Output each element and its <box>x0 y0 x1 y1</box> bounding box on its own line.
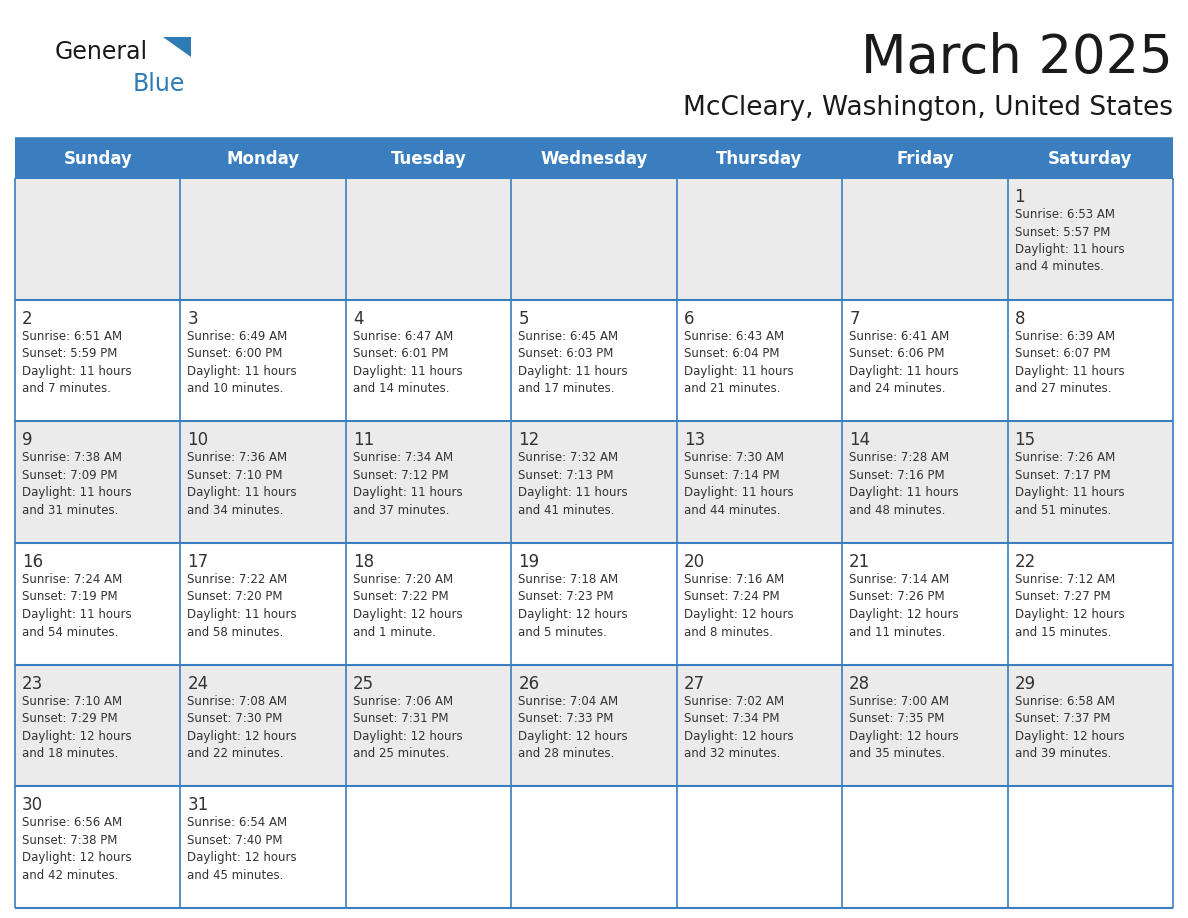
Bar <box>15 140 1173 178</box>
Text: Thursday: Thursday <box>716 150 803 168</box>
Text: 17: 17 <box>188 553 209 571</box>
Text: Monday: Monday <box>227 150 299 168</box>
Text: Sunrise: 7:12 AM
Sunset: 7:27 PM
Daylight: 12 hours
and 15 minutes.: Sunrise: 7:12 AM Sunset: 7:27 PM Dayligh… <box>1015 573 1124 639</box>
Bar <box>15 787 1173 908</box>
Text: Sunday: Sunday <box>63 150 132 168</box>
Text: Sunrise: 7:22 AM
Sunset: 7:20 PM
Daylight: 11 hours
and 58 minutes.: Sunrise: 7:22 AM Sunset: 7:20 PM Dayligh… <box>188 573 297 639</box>
Text: 12: 12 <box>518 431 539 449</box>
Text: Sunrise: 6:56 AM
Sunset: 7:38 PM
Daylight: 12 hours
and 42 minutes.: Sunrise: 6:56 AM Sunset: 7:38 PM Dayligh… <box>23 816 132 882</box>
Text: 4: 4 <box>353 309 364 328</box>
Text: 15: 15 <box>1015 431 1036 449</box>
Text: Sunrise: 6:53 AM
Sunset: 5:57 PM
Daylight: 11 hours
and 4 minutes.: Sunrise: 6:53 AM Sunset: 5:57 PM Dayligh… <box>1015 208 1124 274</box>
Bar <box>15 421 1173 543</box>
Text: Sunrise: 7:34 AM
Sunset: 7:12 PM
Daylight: 11 hours
and 37 minutes.: Sunrise: 7:34 AM Sunset: 7:12 PM Dayligh… <box>353 452 462 517</box>
Text: Friday: Friday <box>896 150 954 168</box>
Text: 10: 10 <box>188 431 209 449</box>
Text: 26: 26 <box>518 675 539 693</box>
Text: General: General <box>55 40 148 64</box>
Text: Sunrise: 7:24 AM
Sunset: 7:19 PM
Daylight: 11 hours
and 54 minutes.: Sunrise: 7:24 AM Sunset: 7:19 PM Dayligh… <box>23 573 132 639</box>
Text: 14: 14 <box>849 431 871 449</box>
Text: Sunrise: 6:47 AM
Sunset: 6:01 PM
Daylight: 11 hours
and 14 minutes.: Sunrise: 6:47 AM Sunset: 6:01 PM Dayligh… <box>353 330 462 395</box>
Text: Sunrise: 7:28 AM
Sunset: 7:16 PM
Daylight: 11 hours
and 48 minutes.: Sunrise: 7:28 AM Sunset: 7:16 PM Dayligh… <box>849 452 959 517</box>
Text: 27: 27 <box>684 675 704 693</box>
Text: Sunrise: 7:08 AM
Sunset: 7:30 PM
Daylight: 12 hours
and 22 minutes.: Sunrise: 7:08 AM Sunset: 7:30 PM Dayligh… <box>188 695 297 760</box>
Text: Blue: Blue <box>133 72 185 96</box>
Text: 3: 3 <box>188 309 198 328</box>
Text: McCleary, Washington, United States: McCleary, Washington, United States <box>683 95 1173 121</box>
Text: Sunrise: 6:54 AM
Sunset: 7:40 PM
Daylight: 12 hours
and 45 minutes.: Sunrise: 6:54 AM Sunset: 7:40 PM Dayligh… <box>188 816 297 882</box>
Text: 9: 9 <box>23 431 32 449</box>
Text: 19: 19 <box>518 553 539 571</box>
Text: 11: 11 <box>353 431 374 449</box>
Text: Sunrise: 7:14 AM
Sunset: 7:26 PM
Daylight: 12 hours
and 11 minutes.: Sunrise: 7:14 AM Sunset: 7:26 PM Dayligh… <box>849 573 959 639</box>
Text: 28: 28 <box>849 675 871 693</box>
Text: 13: 13 <box>684 431 704 449</box>
Text: Sunrise: 7:02 AM
Sunset: 7:34 PM
Daylight: 12 hours
and 32 minutes.: Sunrise: 7:02 AM Sunset: 7:34 PM Dayligh… <box>684 695 794 760</box>
Text: 5: 5 <box>518 309 529 328</box>
Text: 20: 20 <box>684 553 704 571</box>
Text: 16: 16 <box>23 553 43 571</box>
Text: Sunrise: 7:20 AM
Sunset: 7:22 PM
Daylight: 12 hours
and 1 minute.: Sunrise: 7:20 AM Sunset: 7:22 PM Dayligh… <box>353 573 462 639</box>
Text: Sunrise: 7:30 AM
Sunset: 7:14 PM
Daylight: 11 hours
and 44 minutes.: Sunrise: 7:30 AM Sunset: 7:14 PM Dayligh… <box>684 452 794 517</box>
Text: 25: 25 <box>353 675 374 693</box>
Text: Sunrise: 6:51 AM
Sunset: 5:59 PM
Daylight: 11 hours
and 7 minutes.: Sunrise: 6:51 AM Sunset: 5:59 PM Dayligh… <box>23 330 132 395</box>
Text: Sunrise: 6:43 AM
Sunset: 6:04 PM
Daylight: 11 hours
and 21 minutes.: Sunrise: 6:43 AM Sunset: 6:04 PM Dayligh… <box>684 330 794 395</box>
Text: 29: 29 <box>1015 675 1036 693</box>
Text: 7: 7 <box>849 309 860 328</box>
Text: March 2025: March 2025 <box>861 32 1173 84</box>
Bar <box>15 299 1173 421</box>
Text: Sunrise: 7:04 AM
Sunset: 7:33 PM
Daylight: 12 hours
and 28 minutes.: Sunrise: 7:04 AM Sunset: 7:33 PM Dayligh… <box>518 695 628 760</box>
Text: Sunrise: 6:58 AM
Sunset: 7:37 PM
Daylight: 12 hours
and 39 minutes.: Sunrise: 6:58 AM Sunset: 7:37 PM Dayligh… <box>1015 695 1124 760</box>
Text: 8: 8 <box>1015 309 1025 328</box>
Text: 22: 22 <box>1015 553 1036 571</box>
Text: Sunrise: 7:16 AM
Sunset: 7:24 PM
Daylight: 12 hours
and 8 minutes.: Sunrise: 7:16 AM Sunset: 7:24 PM Dayligh… <box>684 573 794 639</box>
Text: Sunrise: 6:41 AM
Sunset: 6:06 PM
Daylight: 11 hours
and 24 minutes.: Sunrise: 6:41 AM Sunset: 6:06 PM Dayligh… <box>849 330 959 395</box>
Text: Sunrise: 7:06 AM
Sunset: 7:31 PM
Daylight: 12 hours
and 25 minutes.: Sunrise: 7:06 AM Sunset: 7:31 PM Dayligh… <box>353 695 462 760</box>
Text: 23: 23 <box>23 675 43 693</box>
Text: 18: 18 <box>353 553 374 571</box>
Text: Sunrise: 7:32 AM
Sunset: 7:13 PM
Daylight: 11 hours
and 41 minutes.: Sunrise: 7:32 AM Sunset: 7:13 PM Dayligh… <box>518 452 628 517</box>
Text: Sunrise: 7:00 AM
Sunset: 7:35 PM
Daylight: 12 hours
and 35 minutes.: Sunrise: 7:00 AM Sunset: 7:35 PM Dayligh… <box>849 695 959 760</box>
Text: 21: 21 <box>849 553 871 571</box>
Text: Tuesday: Tuesday <box>391 150 467 168</box>
Text: 30: 30 <box>23 796 43 814</box>
Text: 6: 6 <box>684 309 694 328</box>
Text: Sunrise: 7:36 AM
Sunset: 7:10 PM
Daylight: 11 hours
and 34 minutes.: Sunrise: 7:36 AM Sunset: 7:10 PM Dayligh… <box>188 452 297 517</box>
Text: 1: 1 <box>1015 188 1025 206</box>
Text: Saturday: Saturday <box>1048 150 1132 168</box>
Bar <box>15 543 1173 665</box>
Text: Sunrise: 6:49 AM
Sunset: 6:00 PM
Daylight: 11 hours
and 10 minutes.: Sunrise: 6:49 AM Sunset: 6:00 PM Dayligh… <box>188 330 297 395</box>
Text: Sunrise: 7:38 AM
Sunset: 7:09 PM
Daylight: 11 hours
and 31 minutes.: Sunrise: 7:38 AM Sunset: 7:09 PM Dayligh… <box>23 452 132 517</box>
Text: 2: 2 <box>23 309 32 328</box>
Bar <box>15 178 1173 299</box>
Text: 24: 24 <box>188 675 209 693</box>
Bar <box>15 665 1173 787</box>
Text: Sunrise: 7:26 AM
Sunset: 7:17 PM
Daylight: 11 hours
and 51 minutes.: Sunrise: 7:26 AM Sunset: 7:17 PM Dayligh… <box>1015 452 1124 517</box>
Text: Sunrise: 6:39 AM
Sunset: 6:07 PM
Daylight: 11 hours
and 27 minutes.: Sunrise: 6:39 AM Sunset: 6:07 PM Dayligh… <box>1015 330 1124 395</box>
Text: Sunrise: 7:18 AM
Sunset: 7:23 PM
Daylight: 12 hours
and 5 minutes.: Sunrise: 7:18 AM Sunset: 7:23 PM Dayligh… <box>518 573 628 639</box>
Polygon shape <box>163 37 191 57</box>
Text: 31: 31 <box>188 796 209 814</box>
Text: Sunrise: 7:10 AM
Sunset: 7:29 PM
Daylight: 12 hours
and 18 minutes.: Sunrise: 7:10 AM Sunset: 7:29 PM Dayligh… <box>23 695 132 760</box>
Text: Wednesday: Wednesday <box>541 150 647 168</box>
Text: Sunrise: 6:45 AM
Sunset: 6:03 PM
Daylight: 11 hours
and 17 minutes.: Sunrise: 6:45 AM Sunset: 6:03 PM Dayligh… <box>518 330 628 395</box>
